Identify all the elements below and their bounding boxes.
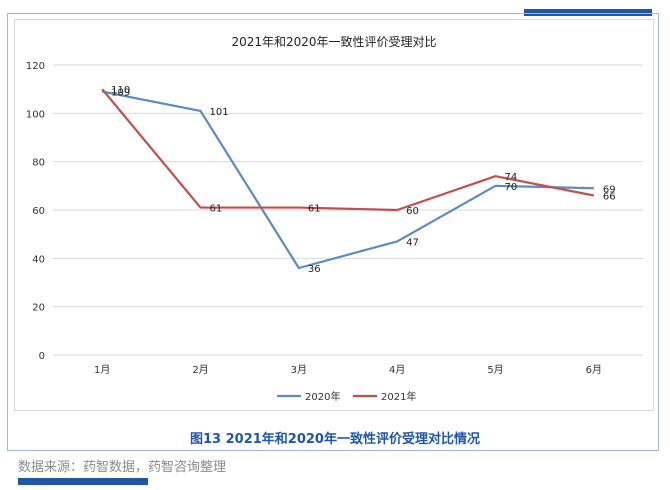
figure-frame <box>7 13 659 451</box>
data-label: 101 <box>210 107 229 118</box>
x-tick-label: 2月 <box>192 364 208 376</box>
data-label: 70 <box>505 182 518 193</box>
data-label: 69 <box>603 184 616 195</box>
series-line <box>101 90 594 270</box>
y-tick-label: 0 <box>39 351 45 362</box>
chart-title: 2021年和2020年一致性评价受理对比 <box>231 35 436 49</box>
x-tick-label: 6月 <box>586 364 602 376</box>
data-label: 60 <box>406 206 419 217</box>
x-tick-label: 3月 <box>291 364 307 376</box>
series-line <box>101 88 595 212</box>
y-tick-label: 20 <box>32 303 45 314</box>
y-tick-label: 120 <box>26 61 45 72</box>
data-label: 61 <box>308 204 321 215</box>
figure-caption: 图13 2021年和2020年一致性评价受理对比情况 <box>190 432 480 447</box>
data-label: 61 <box>210 204 223 215</box>
legend-entry: 2020年 <box>305 390 340 403</box>
y-tick-label: 80 <box>32 158 45 169</box>
x-tick-label: 5月 <box>487 364 503 376</box>
decorative-bottom-bar <box>18 478 148 485</box>
data-label: 74 <box>505 172 518 183</box>
data-label: 36 <box>308 264 321 275</box>
x-tick-label: 4月 <box>389 364 405 376</box>
x-tick-label: 1月 <box>94 364 110 376</box>
y-tick-label: 100 <box>26 109 45 120</box>
data-label: 47 <box>406 237 419 248</box>
line-chart: 2021年和2020年一致性评价受理对比 0 20 40 60 80 100 120 1月 2… <box>26 35 643 403</box>
chart-panel: 2021年和2020年一致性评价受理对比 0 20 40 60 80 100 120 1月 2… <box>14 19 654 411</box>
data-label: 66 <box>603 192 616 203</box>
data-source-note: 数据来源：药智数据，药智咨询整理 <box>18 460 227 475</box>
y-tick-label: 40 <box>32 254 45 265</box>
data-label: 109 <box>111 88 130 99</box>
data-label: 110 <box>111 85 130 96</box>
decorative-top-bar <box>524 9 652 16</box>
y-tick-label: 60 <box>32 206 45 217</box>
legend-entry: 2021年 <box>381 390 416 403</box>
